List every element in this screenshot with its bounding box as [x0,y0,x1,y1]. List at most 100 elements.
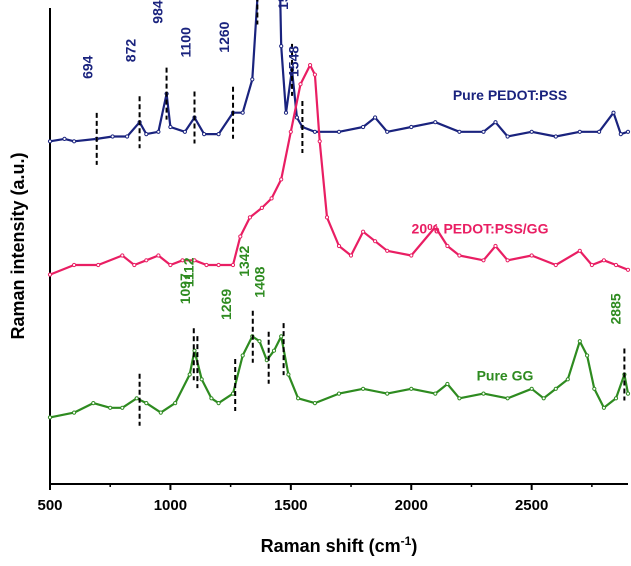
series-point [553,262,558,268]
series-point [611,110,616,115]
series-point [481,258,486,263]
peak-label: 1269 [218,289,234,320]
peak-label: 1097 [177,273,193,304]
series-group [47,0,631,420]
series-point [336,391,342,396]
series-point [47,272,53,277]
x-tick-label: 2000 [395,497,428,514]
series-point [216,262,221,268]
series-point [385,391,390,396]
series-point [592,386,597,391]
series-point [577,248,582,253]
series-point [187,372,192,377]
series-point [250,77,255,82]
series-point [283,110,289,115]
series-point [158,410,163,415]
series-point [91,401,96,406]
series-point [481,391,486,396]
axes: 500 1000 1500 2000 2500 [37,8,628,514]
series-point [47,415,53,420]
series-point [409,386,414,391]
series-point [279,177,284,182]
series-point [47,139,53,144]
peak-label: 1342 [236,245,252,276]
x-axis-title-sup: -1 [401,534,412,548]
series-point [625,129,631,134]
series-point [247,215,252,220]
peak-label: 1505 [275,0,291,10]
series-point [182,129,187,134]
series-point [613,396,619,401]
series-point [577,129,582,134]
peak-labels-group: 6948729841100126013611425150515481097111… [80,0,624,383]
series-point [445,381,450,387]
series-point [409,124,414,130]
series-point [168,262,173,268]
series-point [132,262,137,268]
x-tick-label: 500 [37,497,62,514]
series-point [308,63,313,68]
series-point [259,205,264,210]
series-point [348,253,354,258]
series-point [192,348,197,353]
series-point [505,134,510,139]
series-point [493,120,498,125]
series-point [269,196,274,201]
series-point [294,115,299,120]
series-point [72,139,77,144]
series-point [601,405,607,410]
series-point [361,229,366,234]
series-point [279,44,284,49]
series-point [156,129,161,134]
series-point [257,339,262,344]
series-point [553,134,558,139]
series-point [505,396,510,401]
series-point [192,258,197,263]
series-point [625,267,631,272]
series-line [49,335,630,419]
series-point [529,129,534,134]
series-point [108,405,113,410]
peak-label: 1260 [216,21,232,52]
series-point [589,262,595,268]
series-point [173,401,178,406]
series-point [238,234,243,239]
peak-label: 694 [80,55,96,79]
series-point [618,132,623,137]
series-point [336,129,342,134]
series-point [209,396,214,401]
series-point [298,82,303,87]
series-point [613,262,619,268]
series-point [585,353,590,358]
series-point [199,377,204,382]
series-point [296,396,301,401]
x-axis-title: Raman shift (cm-1) [261,534,418,556]
series-point [361,124,366,130]
series-point [230,391,236,396]
series-point [385,248,390,253]
series-point [168,124,173,130]
series-point [493,243,498,249]
series-line [49,0,629,143]
dashed-markers-group [95,0,626,426]
series-point [72,262,77,268]
series-point [120,405,125,410]
series-name-label: Pure GG [477,367,534,383]
series-point [625,391,631,396]
peak-label: 872 [123,39,139,63]
series-point [134,396,139,401]
series-point [481,129,486,134]
series-point [216,401,221,406]
series-point [180,258,185,263]
series-point [597,129,602,134]
y-axis-title: Raman intensity (a.u.) [8,152,28,339]
series-point [601,258,607,263]
series-point [286,372,291,377]
series-point [445,243,450,249]
series-point [505,258,510,263]
series-point [336,243,342,249]
series-point [385,129,390,134]
series-name-label: 20% PEDOT:PSS/GG [412,221,549,237]
